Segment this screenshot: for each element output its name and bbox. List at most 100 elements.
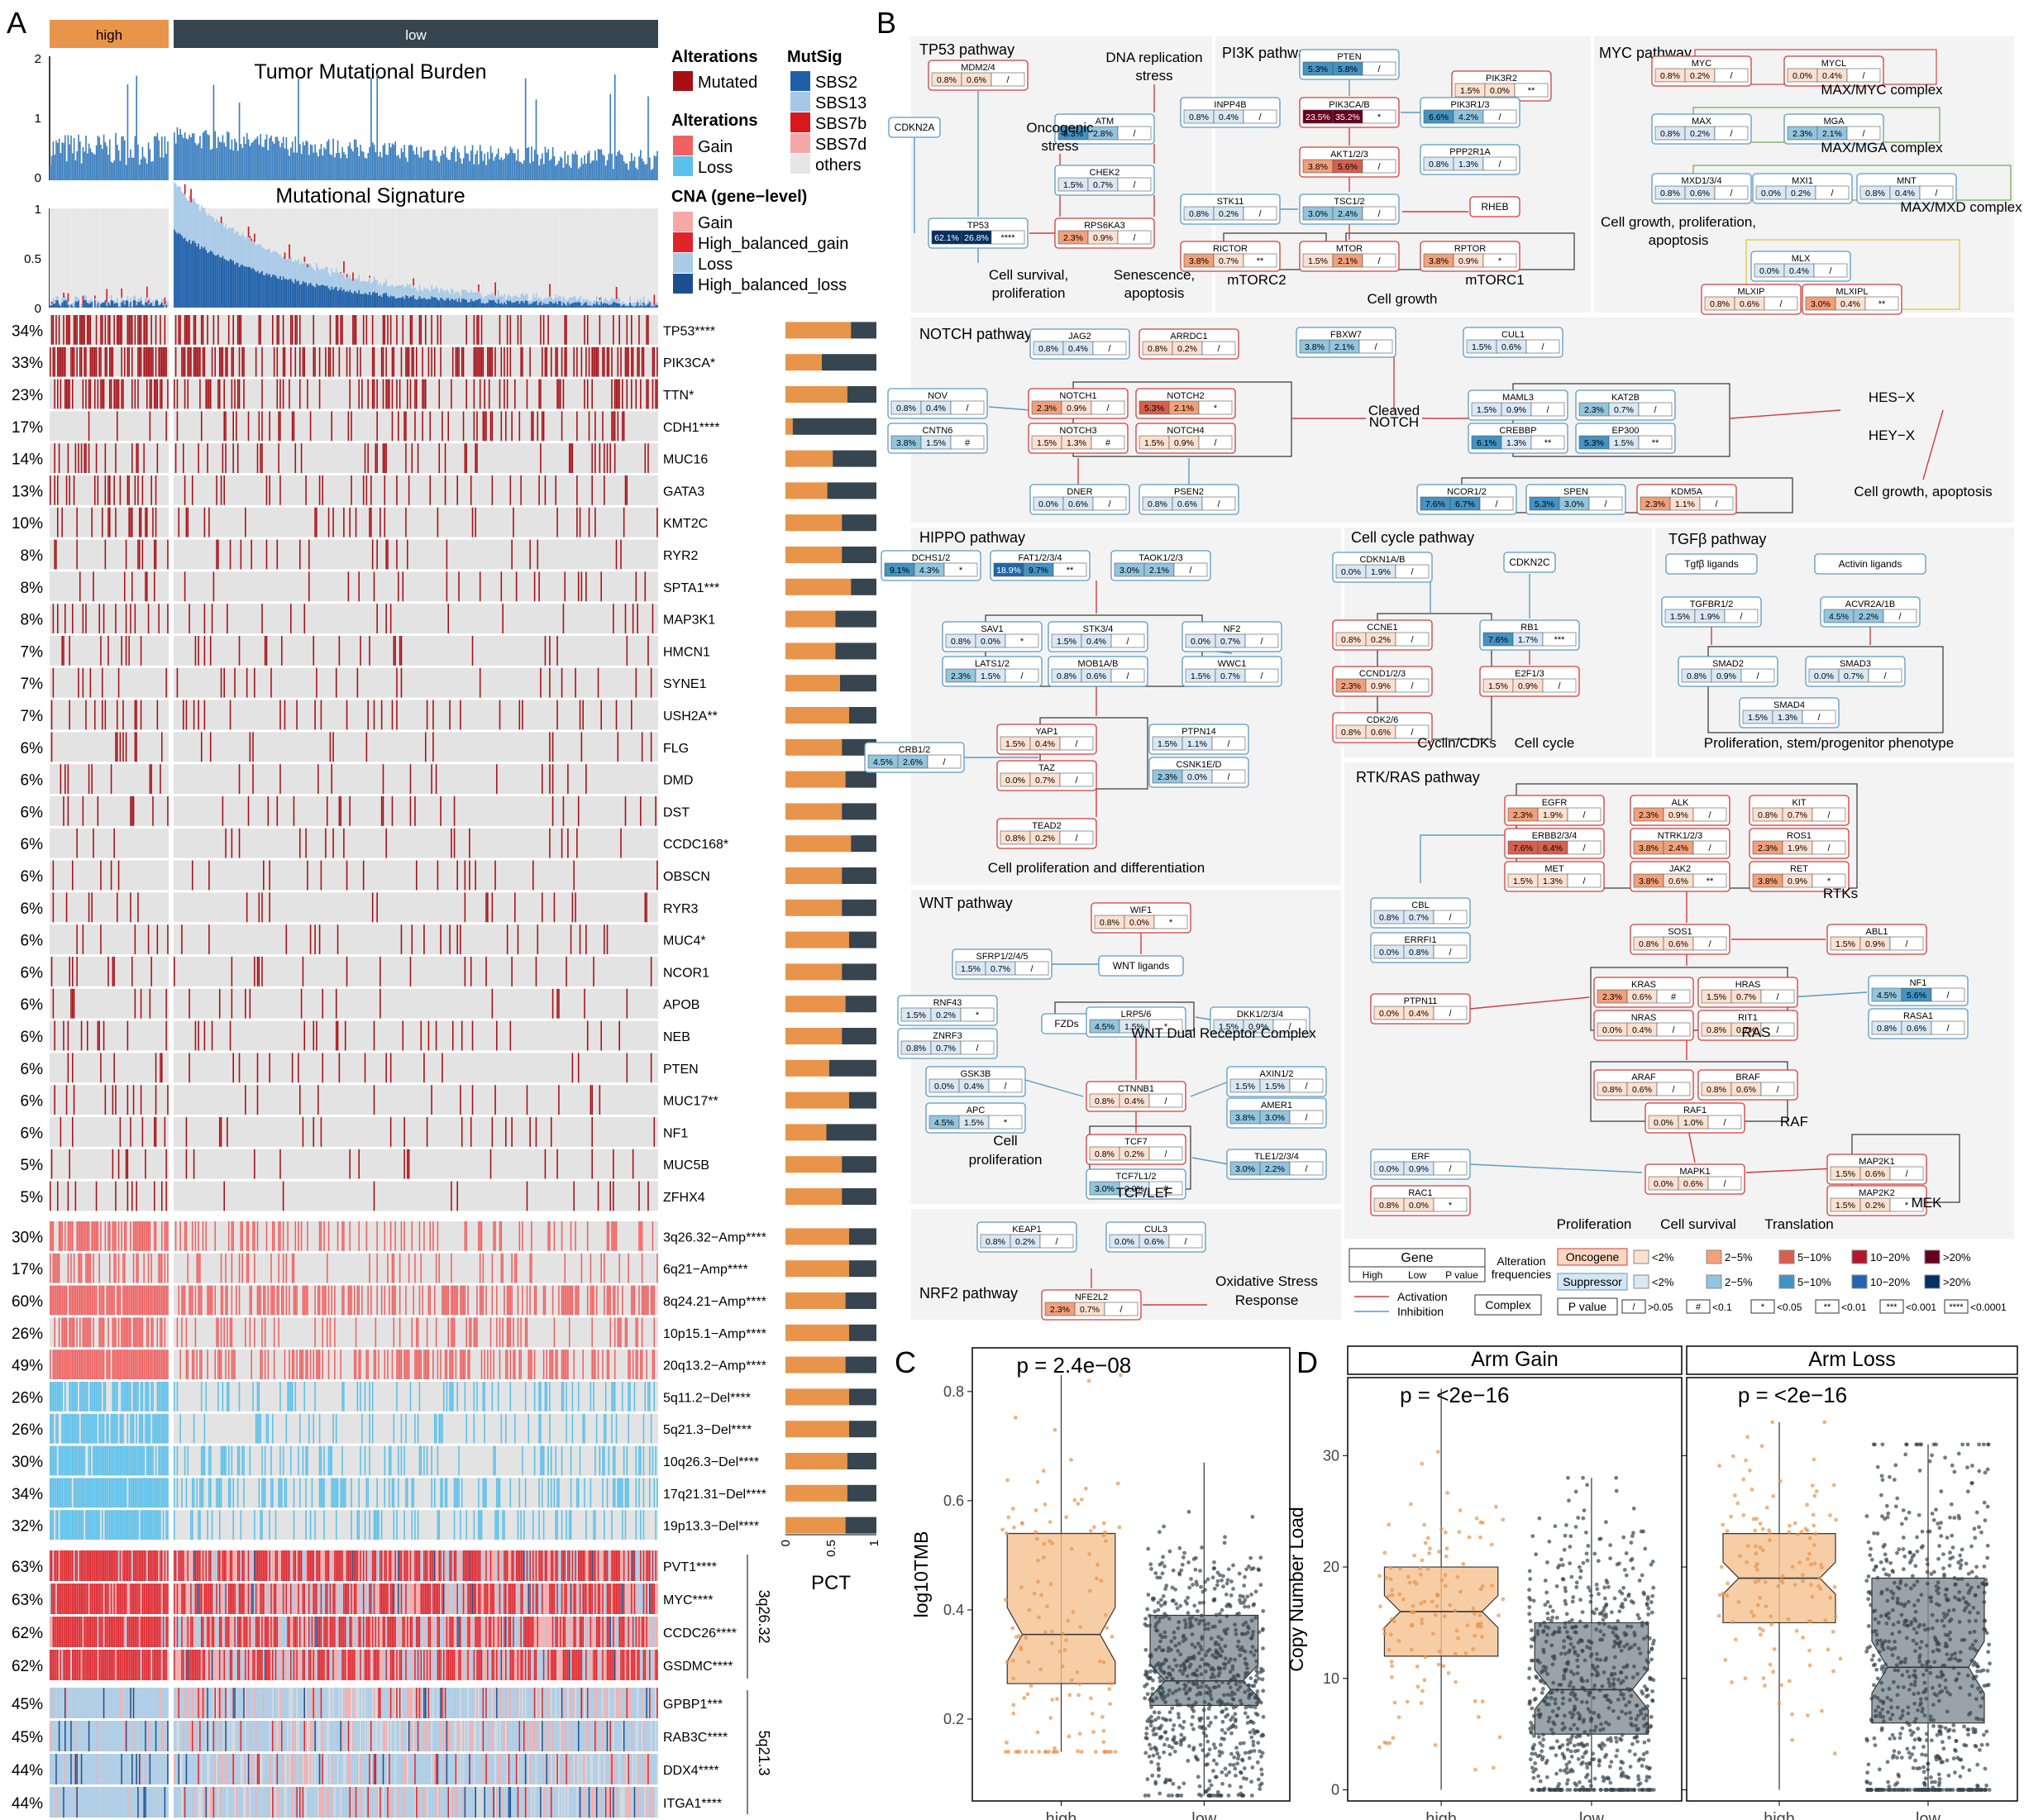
arm-del-cell: [110, 1478, 112, 1508]
tmb-bar: [449, 160, 451, 180]
arm-amp-cell: [628, 1253, 629, 1283]
arm-del-cell: [141, 1445, 144, 1476]
arm-amp-cell: [73, 1253, 75, 1283]
signature-bar-sbs7: [249, 236, 251, 238]
signature-bar-sbs2: [158, 305, 160, 308]
mutation-cell: [294, 346, 297, 377]
arm-amp-cell: [88, 1253, 90, 1283]
arm-amp-cell: [465, 1317, 467, 1348]
tmb-bar: [652, 169, 654, 180]
signature-bar-sbs13: [140, 296, 142, 301]
signature-bar-others: [351, 208, 352, 279]
mutation-cell: [64, 604, 66, 633]
mutation-name: TTN*: [663, 389, 694, 403]
arm-amp-cell: [447, 1317, 450, 1348]
signature-bar-sbs2: [526, 300, 528, 308]
arm-amp-cell: [444, 1285, 446, 1316]
mutation-name: APOB: [663, 998, 699, 1012]
tmb-bar: [252, 141, 254, 180]
mutation-cell: [626, 475, 628, 505]
arm-amp-cell: [147, 1253, 150, 1283]
arm-del-cell: [106, 1413, 107, 1444]
mutation-cell: [611, 346, 613, 377]
mutation-cell: [117, 700, 118, 730]
arm-del-cell: [164, 1413, 166, 1444]
signature-bar-sbs13: [384, 282, 386, 294]
mutation-cell: [217, 315, 219, 345]
mutation-cell: [331, 411, 333, 442]
arm-del-cell: [130, 1382, 131, 1412]
signature-bar-sbs13: [285, 259, 288, 279]
mutation-cell: [541, 764, 543, 794]
signature-bar-sbs2: [307, 285, 308, 308]
signature-bar-sbs2: [549, 301, 551, 308]
signature-bar-sbs2: [646, 305, 648, 308]
mutation-cell: [420, 315, 422, 345]
arm-del-cell: [493, 1445, 494, 1476]
arm-amp-cell: [140, 1221, 142, 1251]
arm-amp-cell: [493, 1221, 494, 1251]
mutation-cell: [316, 1020, 317, 1051]
mutation-cell: [407, 346, 408, 377]
mutation-cell: [613, 1149, 614, 1179]
arm-amp-cell: [232, 1349, 234, 1379]
mutation-cell: [57, 507, 59, 537]
arm-amp-cell: [76, 1285, 78, 1316]
arm-del-cell: [93, 1445, 94, 1476]
tmb-bar: [307, 141, 308, 180]
arm-amp-cell: [256, 1221, 259, 1251]
arm-amp-cell: [103, 1285, 105, 1316]
arm-amp-cell: [124, 1253, 126, 1283]
tmb-bar: [475, 154, 477, 180]
mutation-cell: [335, 315, 337, 345]
arm-amp-cell: [326, 1253, 328, 1283]
tmb-bar: [400, 148, 403, 180]
mutation-cell: [405, 411, 407, 442]
signature-bar-others: [647, 208, 649, 300]
signature-bar-sbs13: [217, 221, 219, 255]
signature-bar-others: [599, 208, 601, 298]
mutation-cell: [154, 1181, 155, 1211]
mutation-row-bg: [50, 1020, 169, 1051]
signature-bar-sbs13: [370, 283, 372, 295]
arm-del-cell: [440, 1478, 442, 1508]
arm-amp-cell: [590, 1253, 592, 1283]
arm-del-cell: [115, 1445, 117, 1476]
arm-amp-cell: [112, 1221, 114, 1251]
signature-bar-sbs13: [455, 291, 457, 299]
tmb-bar: [91, 151, 93, 180]
arm-del-cell: [140, 1413, 142, 1444]
arm-amp-cell: [273, 1317, 275, 1348]
signature-bar-sbs13: [631, 303, 632, 306]
arm-amp-cell: [95, 1349, 98, 1379]
signature-bar-others: [113, 208, 116, 301]
arm-del-cell: [93, 1382, 94, 1412]
signature-bar-sbs13: [130, 298, 131, 302]
arm-amp-cell: [140, 1317, 142, 1348]
signature-bar-sbs13: [622, 301, 623, 305]
signature-bar-others: [558, 208, 560, 296]
mutation-row-bg: [50, 988, 169, 1019]
arm-del-cell: [179, 1413, 181, 1444]
mutation-cell: [89, 346, 92, 377]
signature-bar-sbs13: [95, 304, 98, 308]
mutation-cell: [73, 475, 75, 505]
arm-del-cell: [538, 1478, 540, 1508]
mutation-cell: [576, 828, 578, 858]
mutation-pct: 17%: [12, 419, 43, 437]
cna-gain-cell: [84, 1550, 85, 1581]
arm-amp-cell: [119, 1285, 122, 1316]
arm-del-cell: [73, 1510, 75, 1540]
mutation-cell: [298, 539, 301, 570]
signature-bar-sbs2: [478, 299, 480, 308]
signature-bar-sbs13: [126, 295, 129, 301]
tmb-bar: [69, 144, 71, 180]
mutation-cell: [115, 604, 117, 633]
signature-bar-sbs13: [559, 296, 561, 302]
signature-bar-others: [506, 208, 508, 296]
arm-amp-cell: [455, 1285, 457, 1316]
signature-bar-sbs2: [154, 305, 155, 308]
arm-amp-cell: [462, 1349, 465, 1379]
tmb-bar: [274, 136, 277, 180]
mutation-cell: [591, 346, 593, 377]
